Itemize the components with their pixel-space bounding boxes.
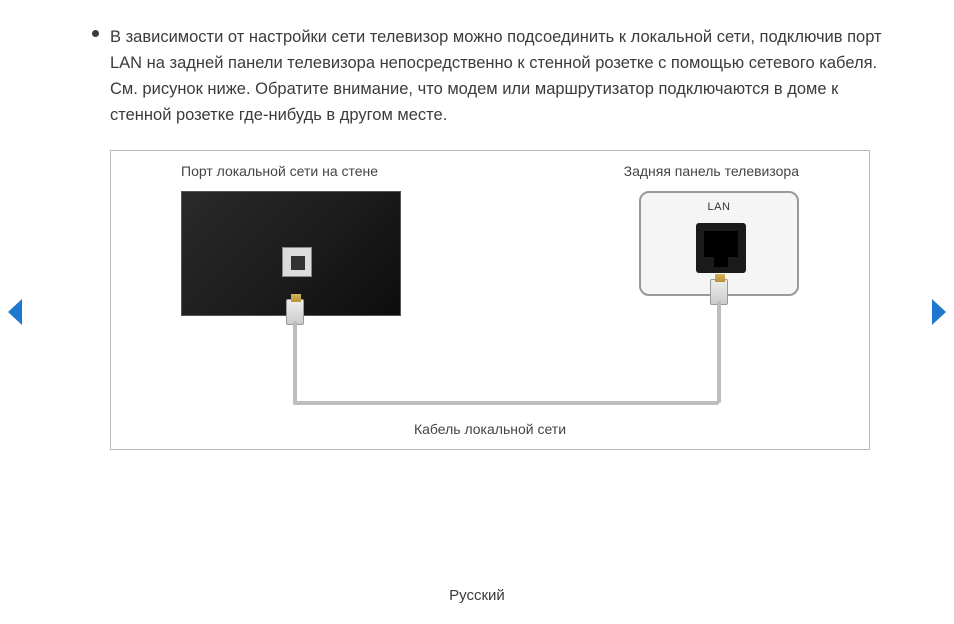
prev-page-button[interactable] xyxy=(6,297,26,327)
page: В зависимости от настройки сети телевизо… xyxy=(0,0,954,624)
label-wall-port: Порт локальной сети на стене xyxy=(181,163,378,179)
cable-segment xyxy=(293,321,297,403)
cable-segment xyxy=(717,301,721,403)
footer-language: Русский xyxy=(0,587,954,604)
triangle-left-icon xyxy=(8,299,22,325)
tv-lan-port-label: LAN xyxy=(641,201,797,213)
label-tv-panel: Задняя панель телевизора xyxy=(624,163,799,179)
connection-diagram: Порт локальной сети на стене Задняя пане… xyxy=(110,150,870,450)
bullet-icon xyxy=(92,30,99,37)
next-page-button[interactable] xyxy=(928,297,948,327)
wall-lan-jack-icon xyxy=(282,247,312,277)
cable-segment xyxy=(293,401,719,405)
triangle-right-icon xyxy=(932,299,946,325)
lan-port-icon xyxy=(696,223,746,273)
label-cable: Кабель локальной сети xyxy=(111,421,869,437)
body-paragraph: В зависимости от настройки сети телевизо… xyxy=(110,24,888,128)
